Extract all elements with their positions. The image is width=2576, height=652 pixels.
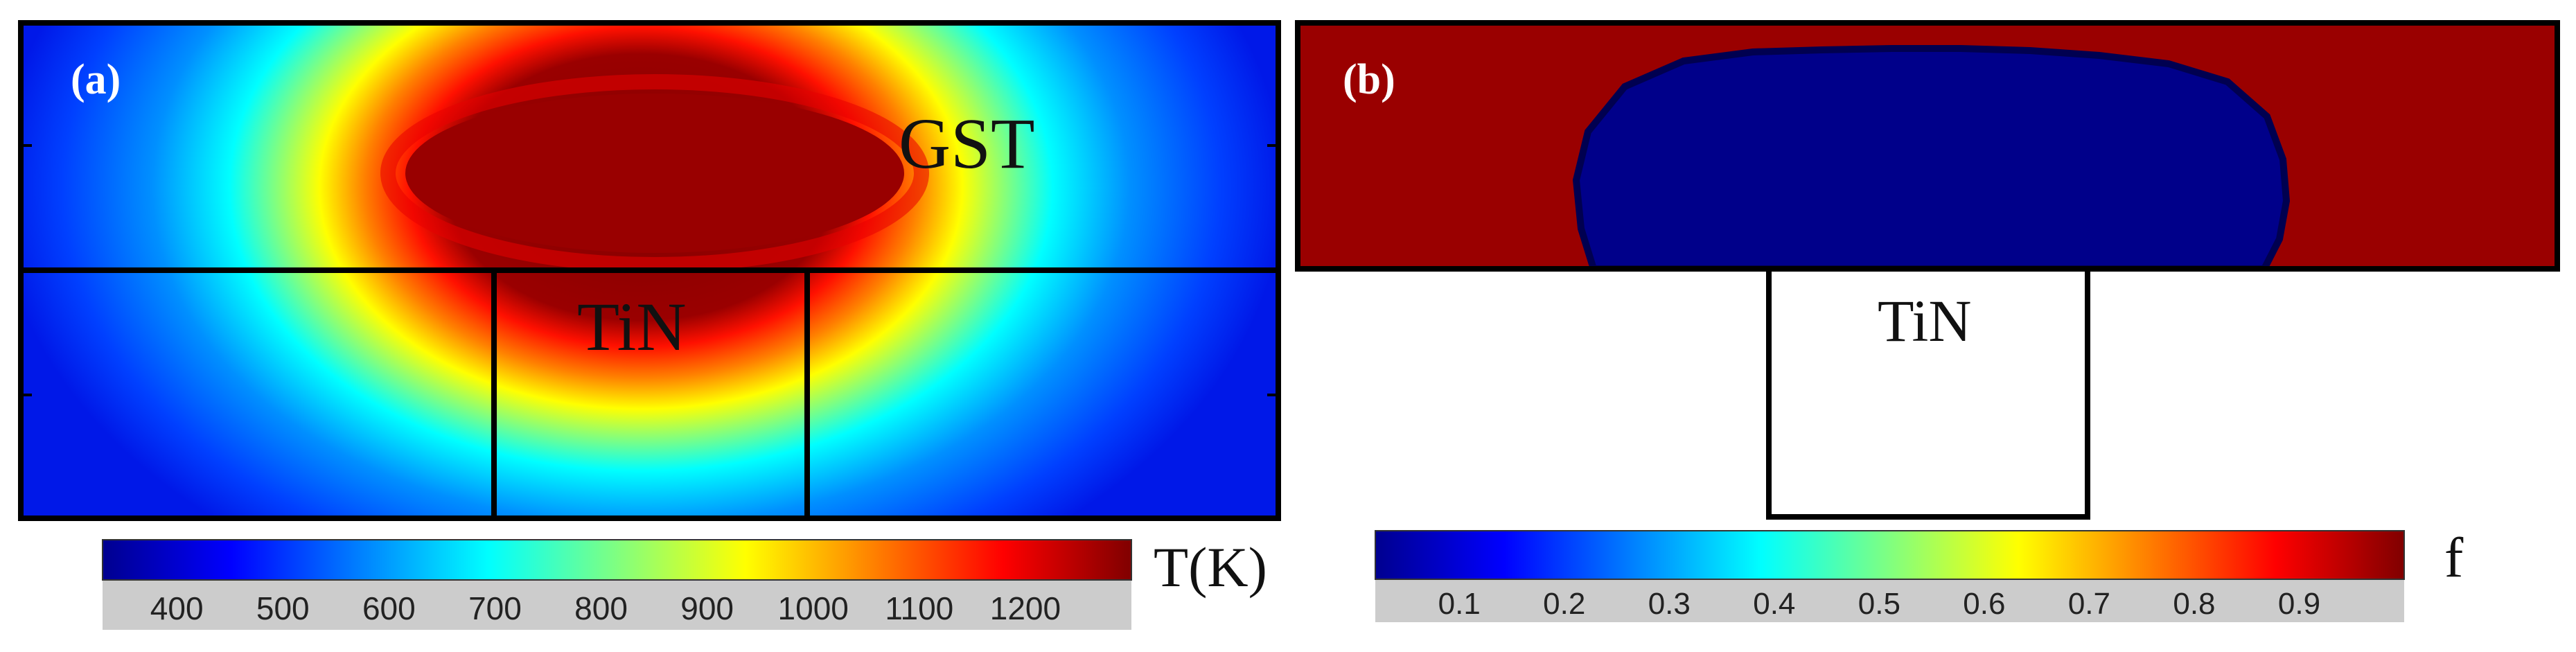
colorbar-tick-label: 1100 — [885, 590, 953, 626]
colorbar-tick-label: 900 — [680, 590, 734, 626]
colorbar-tick-label: 500 — [256, 590, 310, 626]
panel-b-label: (b) — [1343, 56, 1395, 103]
colorbar-tick-label: 0.7 — [2068, 587, 2110, 621]
colorbar-a-gradient — [103, 540, 1131, 580]
colorbar-tick-label: 0.3 — [1648, 587, 1691, 621]
colorbar-tick-label: 0.5 — [1858, 587, 1900, 621]
colorbar-b-frame — [1375, 530, 2405, 580]
tin-label-b: TiN — [1878, 288, 1972, 354]
colorbar-a: 400 500 600 700 800 900 1000 1100 1200 T(K) — [102, 536, 1267, 630]
colorbar-tick-label: 800 — [574, 590, 628, 626]
phase-map — [1298, 23, 2557, 269]
colorbar-b-title: f — [2444, 526, 2464, 589]
colorbar-a-ticks: 400 500 600 700 800 900 1000 1100 1200 — [150, 590, 1061, 626]
colorbar-tick-label: 0.8 — [2173, 587, 2215, 621]
colorbar-b-tick-band — [1375, 579, 2404, 622]
colorbar-b: 0.1 0.2 0.3 0.4 0.5 0.6 0.7 0.8 0.9 f — [1375, 526, 2464, 622]
colorbar-b-ticks: 0.1 0.2 0.3 0.4 0.5 0.6 0.7 0.8 0.9 — [1438, 587, 2320, 621]
tin-electrode-b — [1766, 266, 2090, 520]
melt-core-edge — [380, 74, 929, 272]
colorbar-tick-label: 0.2 — [1543, 587, 1585, 621]
colorbar-a-tick-band — [103, 580, 1131, 630]
colorbar-tick-label: 400 — [150, 590, 204, 626]
colorbar-a-frame — [102, 539, 1132, 581]
colorbar-tick-label: 0.9 — [2278, 587, 2320, 621]
colorbar-tick-label: 1200 — [990, 590, 1061, 626]
colorbar-a-title: T(K) — [1154, 536, 1267, 599]
gst-label: GST — [899, 104, 1034, 184]
melt-core — [405, 94, 904, 253]
colorbar-tick-label: 600 — [362, 590, 416, 626]
colorbar-b-gradient — [1375, 531, 2404, 579]
tin-label-a: TiN — [577, 288, 687, 365]
panel-a: (a) GST TiN 400 500 600 700 800 900 1000 1100 12… — [18, 20, 1281, 630]
amorphous-mushroom — [1572, 45, 2291, 269]
colorbar-tick-label: 0.4 — [1753, 587, 1795, 621]
colorbar-tick-label: 700 — [468, 590, 522, 626]
colorbar-tick-label: 0.1 — [1438, 587, 1481, 621]
colorbar-tick-label: 1000 — [778, 590, 849, 626]
panel-b: (b) TiN 0.1 0.2 0.3 0.4 0.5 0.6 0.7 0.8 0.9 f — [1295, 20, 2560, 622]
panel-a-label: (a) — [71, 56, 121, 103]
colorbar-tick-label: 0.6 — [1963, 587, 2005, 621]
